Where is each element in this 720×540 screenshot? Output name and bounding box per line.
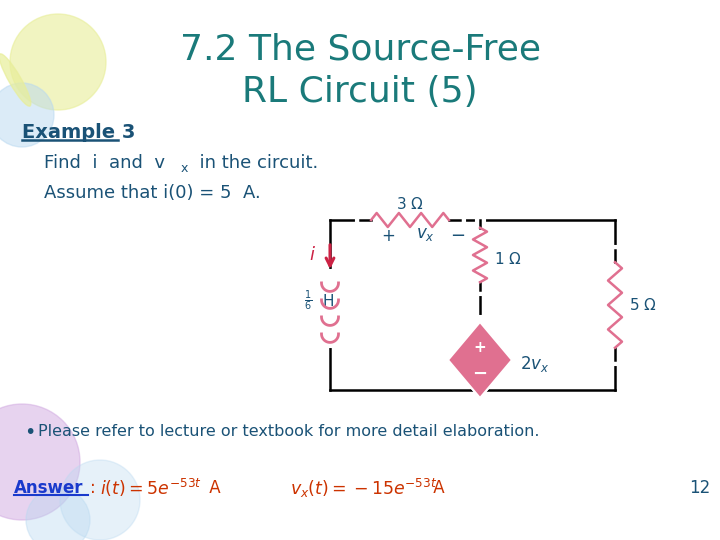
Circle shape xyxy=(10,14,106,110)
Text: x: x xyxy=(181,161,189,174)
Text: Please refer to lecture or textbook for more detail elaboration.: Please refer to lecture or textbook for … xyxy=(38,424,539,440)
Text: 12: 12 xyxy=(689,479,711,497)
Text: i: i xyxy=(310,246,315,264)
Text: $i(t) = 5e^{-53t}$: $i(t) = 5e^{-53t}$ xyxy=(100,477,202,499)
Text: •: • xyxy=(24,422,35,442)
Ellipse shape xyxy=(0,54,31,106)
Text: :: : xyxy=(90,479,107,497)
Text: A: A xyxy=(204,479,220,497)
Text: −: − xyxy=(451,227,466,245)
Text: 5 $\Omega$: 5 $\Omega$ xyxy=(629,297,657,313)
Text: 7.2 The Source-Free: 7.2 The Source-Free xyxy=(179,33,541,67)
Circle shape xyxy=(0,404,80,520)
Circle shape xyxy=(26,488,90,540)
Circle shape xyxy=(0,83,54,147)
Text: Answer: Answer xyxy=(14,479,84,497)
Text: +: + xyxy=(474,341,487,355)
Text: RL Circuit (5): RL Circuit (5) xyxy=(242,75,478,109)
Polygon shape xyxy=(448,322,512,398)
Ellipse shape xyxy=(60,460,140,540)
Text: $v_x$: $v_x$ xyxy=(415,225,434,243)
Text: $2v_x$: $2v_x$ xyxy=(520,354,549,374)
Text: $\frac{1}{6}$: $\frac{1}{6}$ xyxy=(304,289,312,313)
Text: in the circuit.: in the circuit. xyxy=(188,154,318,172)
Text: Assume that i(0) = 5  A.: Assume that i(0) = 5 A. xyxy=(44,184,261,202)
Text: +: + xyxy=(381,227,395,245)
Text: A: A xyxy=(428,479,445,497)
Text: H: H xyxy=(322,294,333,308)
Text: Find  i  and  v: Find i and v xyxy=(44,154,165,172)
Text: 3 $\Omega$: 3 $\Omega$ xyxy=(396,196,424,212)
Text: −: − xyxy=(472,365,487,383)
Text: $v_x(t) = -15e^{-53t}$: $v_x(t) = -15e^{-53t}$ xyxy=(290,476,438,500)
Text: 1 $\Omega$: 1 $\Omega$ xyxy=(494,251,522,267)
Text: Example 3: Example 3 xyxy=(22,123,135,141)
